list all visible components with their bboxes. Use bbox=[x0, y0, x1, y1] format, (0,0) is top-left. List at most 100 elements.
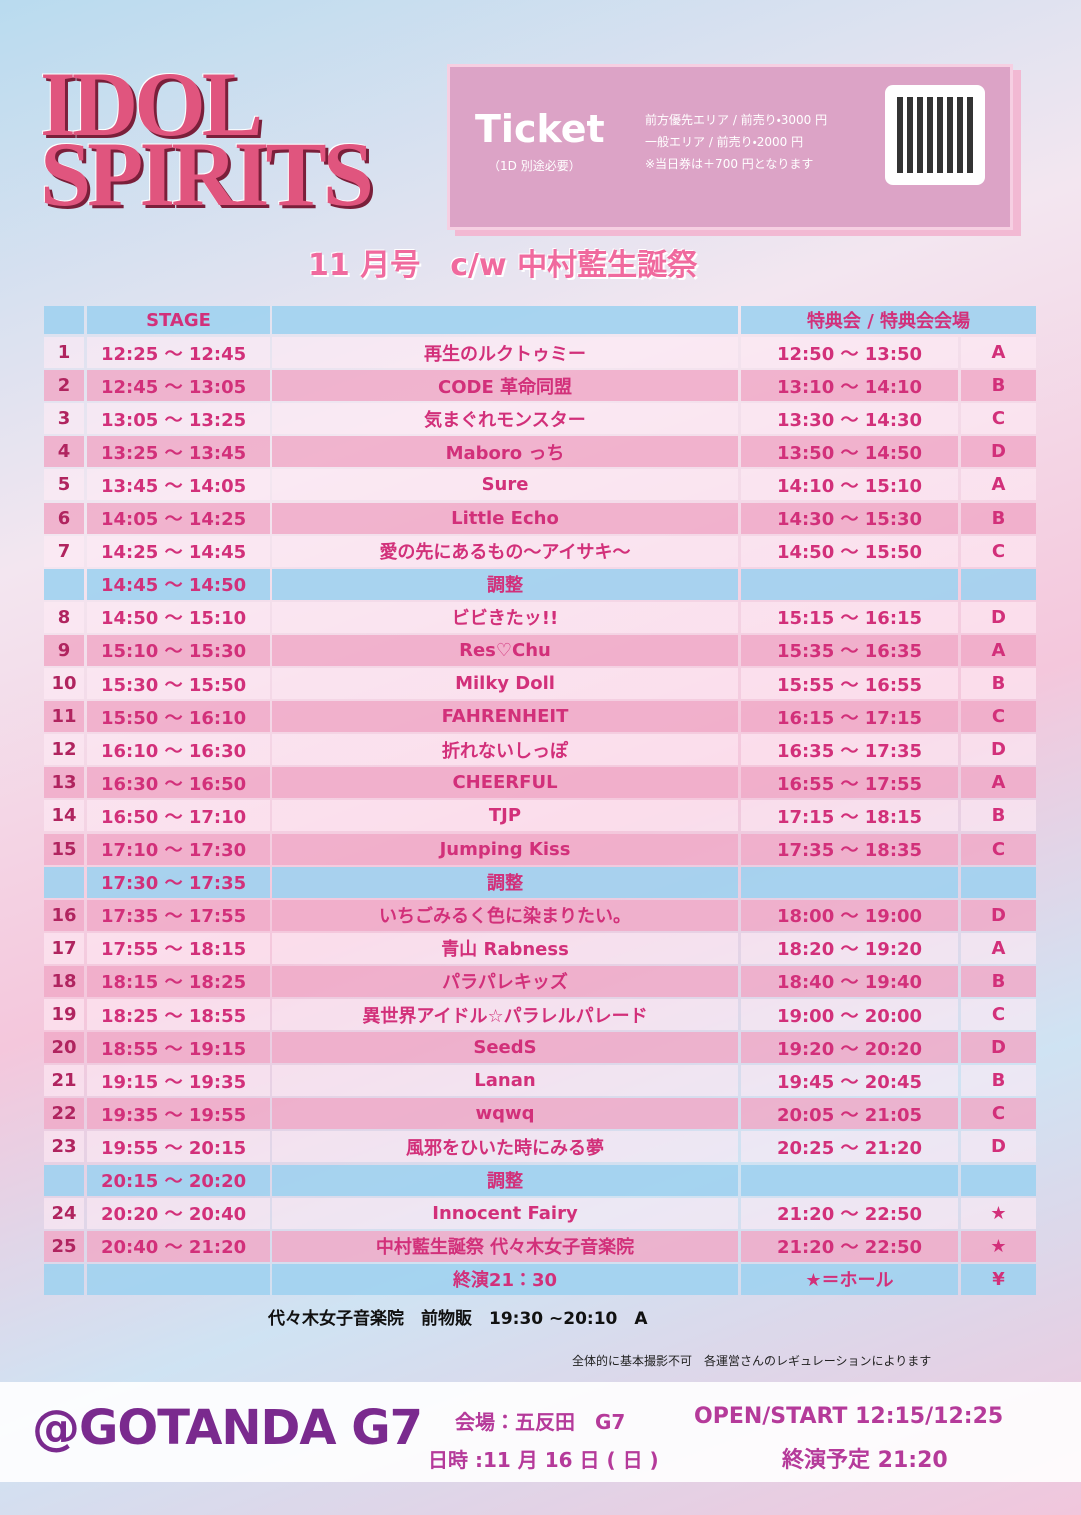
cell-no bbox=[44, 568, 84, 600]
cell-name: 調整 bbox=[272, 568, 738, 600]
cell-no: 11 bbox=[44, 701, 84, 733]
cell-bonus: 15:55 ～ 16:55 bbox=[741, 668, 958, 700]
cell-time: 18:15 ～ 18:25 bbox=[87, 965, 270, 997]
cell-time: 16:50 ～ 17:10 bbox=[87, 800, 270, 832]
cell-time bbox=[87, 1263, 270, 1295]
cell-name: CHEERFUL bbox=[272, 767, 738, 799]
qr-code bbox=[885, 85, 985, 185]
footer-place: @GOTANDA G7 bbox=[32, 1400, 423, 1456]
cell-name: 風邪をひいた時にみる夢 bbox=[272, 1131, 738, 1163]
cell-venue: A bbox=[961, 337, 1036, 368]
cell-venue: B bbox=[961, 965, 1036, 997]
cell-name: 異世界アイドル☆パラレルパレード bbox=[272, 999, 738, 1031]
cell-name: 中村藍生誕祭 代々木女子音楽院 bbox=[272, 1230, 738, 1262]
merch-note: 代々木女子音楽院 前物販 19:30 ~20:10 A bbox=[268, 1309, 648, 1329]
photo-note: 全体的に基本撮影不可 各運営さんのレギュレーションによります bbox=[572, 1354, 932, 1368]
cell-bonus: 16:15 ～ 17:15 bbox=[741, 701, 958, 733]
subtitle: 11 月号 c/w 中村藍生誕祭 bbox=[308, 248, 698, 283]
cell-bonus: 18:40 ～ 19:40 bbox=[741, 965, 958, 997]
ticket-line: 一般エリア / 前売り・2000 円 bbox=[645, 135, 804, 149]
cell-time: 19:55 ～ 20:15 bbox=[87, 1131, 270, 1163]
cell-venue: ★ bbox=[961, 1230, 1036, 1262]
cell-bonus: 13:50 ～ 14:50 bbox=[741, 436, 958, 468]
cell-bonus: 17:35 ～ 18:35 bbox=[741, 833, 958, 865]
cell-name: いちごみるく色に染まりたい。 bbox=[272, 899, 738, 931]
cell-name: SeedS bbox=[272, 1032, 738, 1064]
cell-venue: C bbox=[961, 403, 1036, 435]
cell-time: 13:05 ～ 13:25 bbox=[87, 403, 270, 435]
footer-open: OPEN/START 12:15/12:25 bbox=[694, 1404, 1004, 1429]
cell-bonus: 18:00 ～ 19:00 bbox=[741, 899, 958, 931]
cell-name: wqwq bbox=[272, 1098, 738, 1130]
cell-no: 12 bbox=[44, 734, 84, 766]
cell-venue: C bbox=[961, 1098, 1036, 1130]
cell-no: 4 bbox=[44, 436, 84, 468]
ticket-box: Ticket （1D 別途必要） 前方優先エリア / 前売り・3000 円 一般… bbox=[447, 64, 1013, 230]
cell-no: 5 bbox=[44, 469, 84, 501]
cell-no: 24 bbox=[44, 1197, 84, 1229]
cell-venue: ¥ bbox=[961, 1263, 1036, 1295]
cell-name: Innocent Fairy bbox=[272, 1197, 738, 1229]
cell-time: 19:35 ～ 19:55 bbox=[87, 1098, 270, 1130]
footer-date: 日時 :11 月 16 日 ( 日 ) bbox=[428, 1448, 659, 1472]
cell-venue: ★ bbox=[961, 1197, 1036, 1229]
cell-no: 1 bbox=[44, 337, 84, 368]
cell-time: 15:30 ～ 15:50 bbox=[87, 668, 270, 700]
cell-no: 2 bbox=[44, 370, 84, 402]
cell-venue: A bbox=[961, 767, 1036, 799]
cell-bonus: 16:55 ～ 17:55 bbox=[741, 767, 958, 799]
cell-name: 再生のルクトゥミー bbox=[272, 337, 738, 368]
cell-time: 20:40 ～ 21:20 bbox=[87, 1230, 270, 1262]
cell-bonus: 19:20 ～ 20:20 bbox=[741, 1032, 958, 1064]
cell-bonus: 13:10 ～ 14:10 bbox=[741, 370, 958, 402]
footer-venue: 会場：五反田 G7 bbox=[455, 1410, 626, 1434]
cell-venue: D bbox=[961, 734, 1036, 766]
cell-bonus: 特典会 / 特典会会場 bbox=[741, 306, 1036, 334]
cell-no: 21 bbox=[44, 1065, 84, 1097]
cell-name: Lanan bbox=[272, 1065, 738, 1097]
cell-bonus: 20:05 ～ 21:05 bbox=[741, 1098, 958, 1130]
cell-no: 17 bbox=[44, 932, 84, 964]
cell-time: 13:25 ～ 13:45 bbox=[87, 436, 270, 468]
cell-no bbox=[44, 306, 84, 334]
cell-no: 7 bbox=[44, 535, 84, 567]
cell-time: 14:05 ～ 14:25 bbox=[87, 502, 270, 534]
cell-name: Milky Doll bbox=[272, 668, 738, 700]
cell-name: Maboro っち bbox=[272, 436, 738, 468]
cell-no: 9 bbox=[44, 634, 84, 666]
cell-bonus: ★＝ホール bbox=[741, 1263, 958, 1295]
cell-bonus: 21:20 ～ 22:50 bbox=[741, 1197, 958, 1229]
cell-bonus: 19:00 ～ 20:00 bbox=[741, 999, 958, 1031]
ticket-lines: 前方優先エリア / 前売り・3000 円 一般エリア / 前売り・2000 円 … bbox=[645, 109, 827, 175]
cell-no: 20 bbox=[44, 1032, 84, 1064]
cell-bonus: 19:45 ～ 20:45 bbox=[741, 1065, 958, 1097]
cell-venue: B bbox=[961, 668, 1036, 700]
cell-time: 14:50 ～ 15:10 bbox=[87, 601, 270, 633]
cell-venue: D bbox=[961, 1131, 1036, 1163]
cell-bonus: 14:50 ～ 15:50 bbox=[741, 535, 958, 567]
cell-venue: D bbox=[961, 1032, 1036, 1064]
cell-venue: B bbox=[961, 502, 1036, 534]
cell-name: ビビきたッ!! bbox=[272, 601, 738, 633]
cell-name: 気まぐれモンスター bbox=[272, 403, 738, 435]
cell-venue: C bbox=[961, 701, 1036, 733]
logo-line: IDOL bbox=[40, 53, 263, 155]
cell-time: 19:15 ～ 19:35 bbox=[87, 1065, 270, 1097]
cell-venue: A bbox=[961, 469, 1036, 501]
cell-time: 15:10 ～ 15:30 bbox=[87, 634, 270, 666]
cell-time: 20:15 ～ 20:20 bbox=[87, 1164, 270, 1196]
cell-time: 17:55 ～ 18:15 bbox=[87, 932, 270, 964]
cell-no: 13 bbox=[44, 767, 84, 799]
cell-no: 23 bbox=[44, 1131, 84, 1163]
cell-name: 終演21：30 bbox=[272, 1263, 738, 1295]
cell-name: Res♡Chu bbox=[272, 634, 738, 666]
cell-no: 25 bbox=[44, 1230, 84, 1262]
cell-name: Little Echo bbox=[272, 502, 738, 534]
cell-name: TJP bbox=[272, 800, 738, 832]
ticket-title: Ticket bbox=[475, 107, 605, 151]
cell-time: 12:25 ～ 12:45 bbox=[87, 337, 270, 368]
cell-bonus: 15:35 ～ 16:35 bbox=[741, 634, 958, 666]
cell-no: 19 bbox=[44, 999, 84, 1031]
cell-bonus: 15:15 ～ 16:15 bbox=[741, 601, 958, 633]
cell-name: 青山 Rabness bbox=[272, 932, 738, 964]
